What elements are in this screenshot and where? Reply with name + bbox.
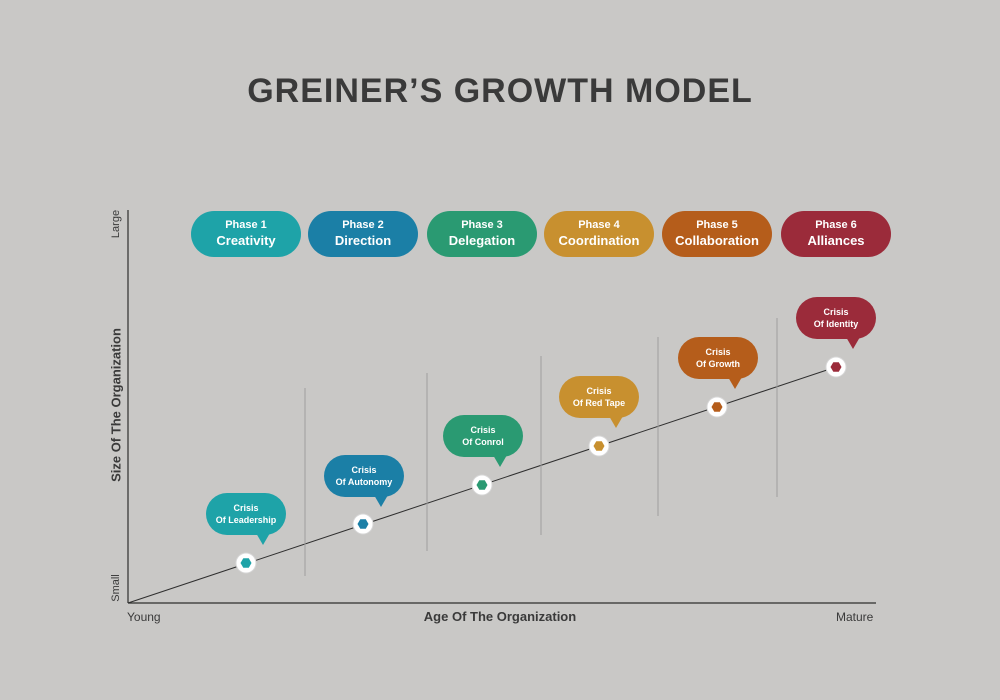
x-axis-end-label: Mature (836, 610, 874, 624)
phase-badge-5: Phase 5 Collaboration (662, 211, 772, 257)
phase-badge-6: Phase 6 Alliances (781, 211, 891, 257)
y-axis-start-label: Small (110, 574, 122, 602)
crisis-label: Crisis (823, 307, 849, 317)
crisis-point-4 (588, 435, 610, 457)
crisis-label: Crisis (586, 386, 612, 396)
phase-number: Phase 1 (225, 219, 267, 231)
phase-badge-2: Phase 2 Direction (308, 211, 418, 257)
phase-name: Direction (334, 233, 392, 248)
crisis-name: Of Conrol (462, 437, 504, 447)
phase-badge-3: Phase 3 Delegation (427, 211, 537, 257)
phase-number: Phase 2 (342, 219, 384, 231)
crisis-label: Crisis (351, 465, 377, 475)
crisis-name: Of Autonomy (335, 477, 393, 487)
crisis-bubble-2: Crisis Of Autonomy (324, 455, 404, 507)
y-axis-end-label: Large (110, 209, 122, 239)
crisis-label: Crisis (705, 347, 731, 357)
crisis-label: Crisis (470, 425, 496, 435)
phase-number: Phase 4 (578, 219, 620, 231)
crisis-point-6 (825, 356, 847, 378)
phase-name: Coordination (558, 233, 640, 248)
phase-number: Phase 3 (461, 219, 503, 231)
phase-name: Alliances (807, 233, 865, 248)
crisis-name: Of Identity (813, 319, 859, 329)
crisis-bubble-6: Crisis Of Identity (796, 297, 876, 349)
diagram-title: GREINER’S GROWTH MODEL (247, 72, 753, 110)
phase-number: Phase 6 (815, 219, 857, 231)
crisis-name: Of Red Tape (572, 398, 626, 408)
crisis-bubble-4: Crisis Of Red Tape (559, 376, 639, 428)
crisis-bubble-5: Crisis Of Growth (678, 337, 758, 389)
crisis-bubble-1: Crisis Of Leadership (206, 493, 286, 545)
y-axis-title: Size Of The Organization (108, 328, 124, 482)
phase-number: Phase 5 (696, 219, 738, 231)
crisis-name: Of Leadership (215, 515, 277, 525)
crisis-point-2 (352, 513, 374, 535)
crisis-point-3 (471, 474, 493, 496)
crisis-bubble-3: Crisis Of Conrol (443, 415, 523, 467)
x-axis-start-label: Young (127, 610, 161, 624)
phase-name: Collaboration (675, 233, 759, 248)
crisis-point-1 (235, 552, 257, 574)
x-axis-title: Age Of The Organization (423, 609, 577, 624)
crisis-label: Crisis (233, 503, 259, 513)
phase-name: Creativity (216, 233, 276, 248)
crisis-name: Of Growth (696, 359, 740, 369)
phase-badge-4: Phase 4 Coordination (544, 211, 654, 257)
crisis-point-5 (706, 396, 728, 418)
phase-name: Delegation (448, 233, 516, 248)
crisis-markers (235, 356, 847, 574)
phase-badge-1: Phase 1 Creativity (191, 211, 301, 257)
